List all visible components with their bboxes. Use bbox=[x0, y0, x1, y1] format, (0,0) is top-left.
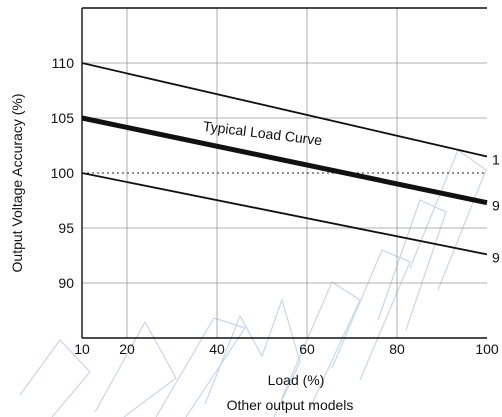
labels: Load (%) Other output models Output Volt… bbox=[9, 94, 353, 413]
series-end-label-1: 1 bbox=[492, 152, 500, 168]
chart-subtitle: Other output models bbox=[227, 397, 354, 413]
watermark-stroke-6 bbox=[331, 249, 411, 381]
x-tick-label-20: 20 bbox=[119, 341, 135, 357]
y-tick-label-95: 95 bbox=[58, 220, 74, 236]
x-tick-label-40: 40 bbox=[209, 341, 225, 357]
series-end-label-3: 9 bbox=[492, 249, 500, 265]
x-tick-label-80: 80 bbox=[389, 341, 405, 357]
watermark-stroke-7 bbox=[377, 199, 447, 331]
x-axis-label: Load (%) bbox=[268, 372, 325, 388]
series-line-1 bbox=[81, 62, 488, 158]
watermark-stroke-5 bbox=[281, 281, 361, 409]
typical-load-curve-label: Typical Load Curve bbox=[202, 118, 323, 149]
x-tick-label-100: 100 bbox=[475, 341, 499, 357]
x-tick-label-10: 10 bbox=[74, 341, 90, 357]
tick-labels: 10 20 40 60 80 100 90 95 100 105 110 bbox=[51, 55, 499, 357]
watermark-stroke-1 bbox=[19, 339, 91, 417]
y-tick-label-90: 90 bbox=[58, 275, 74, 291]
series-line-3 bbox=[81, 172, 488, 256]
y-tick-label-110: 110 bbox=[52, 55, 75, 71]
watermark-stroke-2 bbox=[94, 320, 177, 417]
series-end-label-2: 9 bbox=[492, 198, 500, 214]
watermark bbox=[19, 149, 487, 417]
series-line-2 bbox=[81, 115, 488, 206]
y-axis-label: Output Voltage Accuracy (%) bbox=[9, 94, 25, 273]
plot-frame bbox=[81, 7, 487, 339]
series-group: 1 9 9 bbox=[81, 62, 500, 265]
grid bbox=[82, 8, 487, 338]
watermark-stroke-4 bbox=[204, 298, 301, 417]
y-tick-label-100: 100 bbox=[51, 165, 75, 181]
watermark-stroke-3 bbox=[155, 317, 246, 417]
y-tick-label-105: 105 bbox=[51, 110, 75, 126]
x-tick-label-60: 60 bbox=[299, 341, 315, 357]
watermark-stroke-8 bbox=[409, 149, 487, 291]
